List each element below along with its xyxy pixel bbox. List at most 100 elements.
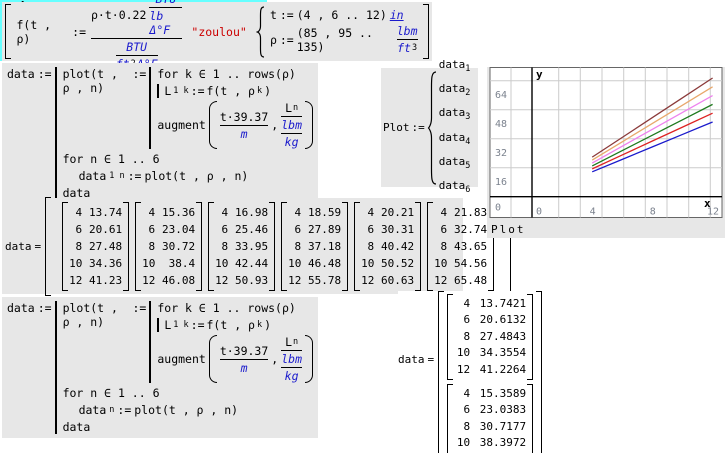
data-lhs: data (398, 353, 425, 366)
L-subscript: n (293, 103, 299, 113)
unit-lb-degF: lb Δ°F (149, 9, 171, 37)
matrix-cell: 27.4843 (479, 329, 527, 343)
plot-lhs: Plot (383, 121, 410, 134)
left-brace-icon (427, 70, 436, 185)
xy-plot[interactable]: 64 48 32 16 0 0 4 8 12 y x (487, 67, 725, 222)
matrix: 4 21.83 6 32.74 8 43.65 10 54.56 12 65.48 (426, 201, 495, 291)
unit-m: m (240, 360, 248, 375)
matrix-cell: 12 (69, 273, 83, 287)
close-paren: ) (264, 318, 272, 332)
fraction-bar (281, 367, 302, 368)
matrix-cell: 8 (367, 239, 375, 253)
data-var: data (438, 130, 466, 144)
return-value: data (62, 186, 91, 200)
matrix-output-region[interactable]: data = 4 13.74 6 20.61 8 27.48 10 34.36 12 41.23 4… (2, 196, 512, 296)
list-item: data3 (439, 103, 471, 127)
fraction-bar (281, 133, 302, 134)
formula-lhs: f(t , ρ) (16, 17, 52, 46)
plot-call: plot(t , ρ , n) (144, 169, 249, 183)
matrix-cell: 13.7421 (479, 297, 527, 310)
left-bracket-icon (5, 4, 12, 59)
matrix-cell: 32.74 (454, 222, 488, 236)
matrix-cell: 60.63 (381, 273, 415, 287)
matrix: 4 13.7421 6 20.6132 8 27.4843 10 34.3554 12 41.22… (446, 294, 534, 381)
fraction-bar (149, 7, 183, 8)
right-paren-icon (305, 101, 313, 149)
matrix-cell: 10 (456, 436, 471, 450)
matrix-cell: 8 (221, 239, 229, 253)
program-region-1[interactable]: data:= plot(t , ρ , n):= for k ∈ 1 .. rows… (2, 63, 318, 200)
assign-symbol: := (190, 84, 205, 98)
matrix-cell: 18.59 (308, 205, 342, 219)
data-assignment: data n:= plot(t , ρ , n) (79, 403, 239, 417)
matrix-cell: 38.4 (168, 256, 196, 270)
list-item: data5 (439, 152, 471, 176)
assign-symbol: := (190, 318, 205, 332)
matrix-cell: 20.61 (89, 222, 123, 236)
tick-label: 8 (650, 207, 656, 218)
data-var: data (438, 57, 466, 71)
plot-function-definition: plot(t , ρ , n):= for k ∈ 1 .. rows(ρ) L 1 … (63, 67, 313, 149)
unit-btu: BTU (156, 0, 177, 6)
program-region-2[interactable]: data:= plot(t , ρ , n):= for k ∈ 1 .. rows… (2, 297, 318, 438)
matrix-cell: 4 (463, 297, 471, 310)
matrix-cell: 10 (434, 256, 448, 270)
trace-data5 (591, 86, 713, 161)
matrix-cell: 23.0383 (479, 403, 527, 417)
tick-label: 32 (495, 148, 507, 159)
matrix-cell: 10 (361, 256, 375, 270)
assign-symbol: := (279, 32, 294, 47)
data-output-region[interactable]: data = 4 13.7421 6 20.6132 8 27.4843 10 34.3554… (398, 291, 544, 453)
assign-symbol: := (132, 301, 147, 315)
data-subscript: 6 (465, 184, 471, 195)
matrix-cell: 40.42 (381, 239, 415, 253)
matrix-cell: 4 (367, 205, 375, 219)
matrix-cell: 43.65 (454, 239, 488, 253)
L-subscript: 1 k (173, 86, 189, 96)
trace-data2 (591, 112, 713, 170)
f-call: f(t , ρ (206, 318, 255, 332)
chart-region[interactable]: 64 48 32 16 0 0 4 8 12 y x Plot (487, 67, 725, 238)
trace-data1 (591, 121, 713, 173)
matrix-cell: 6 (463, 403, 471, 417)
matrix-cell: 8 (148, 239, 156, 253)
for-loop-n: for n ∈ 1 .. 6 (62, 386, 160, 400)
matrix-cell: 12 (215, 273, 229, 287)
left-paren-icon (208, 335, 217, 383)
tick-label: 4 (590, 207, 596, 218)
matrix-cell: 12 (434, 273, 448, 287)
rho-subscript: k (256, 320, 263, 330)
assign-symbol: := (72, 24, 86, 39)
f-call: f(t , ρ (206, 84, 255, 98)
matrix-cell: 6 (148, 222, 156, 236)
fraction-bar (281, 350, 302, 351)
unit-ft: ft (397, 41, 411, 55)
function-definition-region[interactable]: f(t , ρ) := ρ·t·0.22 BTU lb Δ°F BTU ft2 … (2, 0, 432, 71)
matrix-cell: 10 (69, 256, 83, 270)
matrix-cell: 4 (221, 205, 229, 219)
data-var: data (438, 106, 466, 120)
matrix-cell: 34.36 (89, 256, 123, 270)
matrix: 4 16.98 6 25.46 8 33.95 10 42.44 12 50.93 (207, 201, 276, 291)
matrix-cell: 41.2264 (479, 362, 527, 376)
matrix-cell: 8 (294, 239, 302, 253)
plot-argument-list: data1 data2 data3 data4 data5 data6 (439, 55, 471, 200)
unit-lbm: lbm (396, 24, 418, 38)
axis-title: x (704, 197, 711, 210)
matrix-cell: 12 (288, 273, 302, 287)
list-item: data6 (439, 176, 471, 200)
matrix-cell: 20.6132 (479, 313, 527, 327)
fn-lhs: plot(t , ρ , n) (62, 67, 118, 95)
augment-keyword: augment (157, 118, 206, 132)
string-literal: "zoulou" (191, 24, 247, 39)
right-paren-icon (305, 335, 313, 383)
tick-label: 0 (536, 207, 542, 218)
data-subscript: 1 (465, 63, 471, 74)
matrix-cell: 55.78 (308, 273, 342, 287)
plot-definition-region[interactable]: Plot:= data1 data2 data3 data4 data5 data6 (381, 58, 478, 195)
for-loop-k: for k ∈ 1 .. rows(ρ) (157, 67, 296, 81)
outer-bracket: 4 13.7421 6 20.6132 8 27.4843 10 34.3554 12 41.22… (437, 291, 543, 453)
matrix-cell: 13.74 (89, 205, 123, 219)
